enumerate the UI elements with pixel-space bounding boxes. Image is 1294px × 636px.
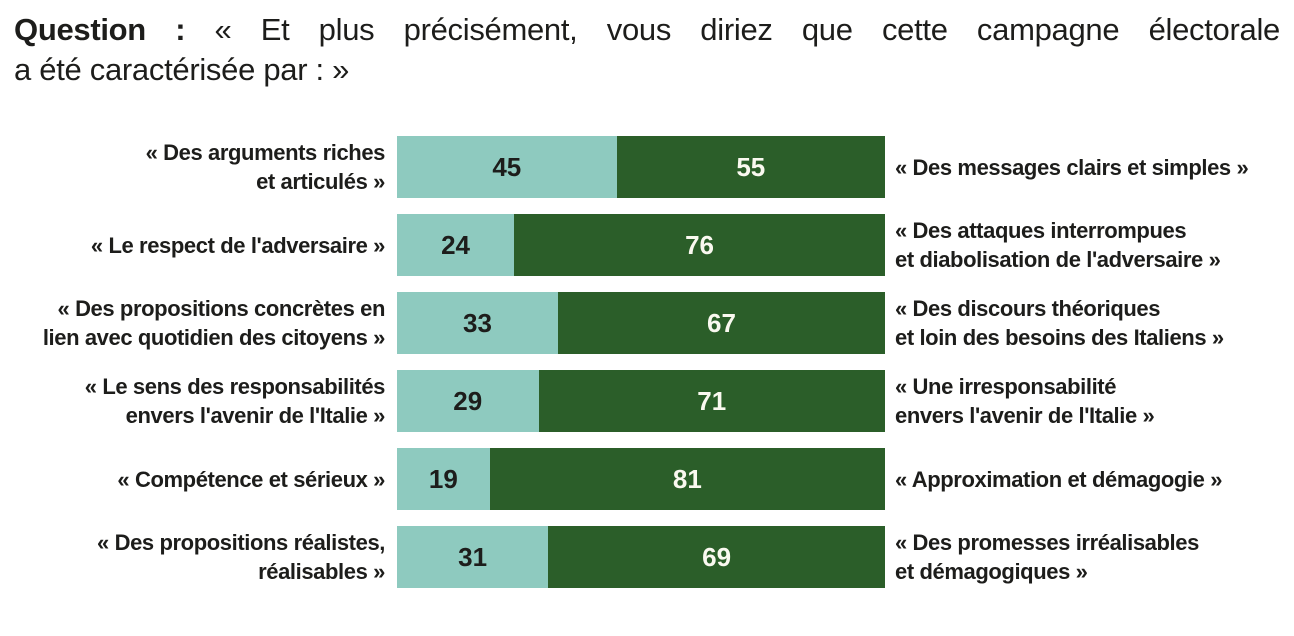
bar-value-left: 29 xyxy=(453,385,483,416)
bar-right-label: « Des messages clairs et simples » xyxy=(895,154,1249,180)
bar-segment-left: 45 xyxy=(397,136,617,198)
chart-row: « Des propositions concrètes en lien ave… xyxy=(0,292,1294,354)
chart-row: « Le sens des responsabilités envers l'a… xyxy=(0,370,1294,432)
chart-row: « Des arguments riches et articulés » 45 5… xyxy=(0,136,1294,198)
question-title-line2: a été caractérisée par : » xyxy=(14,52,350,87)
chart-row: « Des propositions réalistes, réalisable… xyxy=(0,526,1294,588)
bar-value-left: 45 xyxy=(492,151,522,182)
bar-segment-left: 33 xyxy=(397,292,559,354)
bar-value-left: 33 xyxy=(463,307,492,338)
bar-left-label: « Compétence et sérieux » xyxy=(117,466,385,492)
bar-segment-right: 55 xyxy=(616,136,885,198)
bar-left-label: « Le respect de l'adversaire » xyxy=(90,232,385,258)
bar-segment-right: 69 xyxy=(548,526,885,588)
bar-right-label: « Des discours théoriques et loin des be… xyxy=(895,296,1224,350)
question-title-line1: Question : « Et plus précisément, vous d… xyxy=(14,10,1280,50)
question-label: Question : xyxy=(14,12,186,47)
bar-segment-right: 71 xyxy=(538,370,885,432)
bar-segment-right: 67 xyxy=(558,292,885,354)
stacked-bar: 45 55 xyxy=(397,136,885,198)
bar-segment-left: 31 xyxy=(397,526,549,588)
bar-value-right: 71 xyxy=(697,385,727,416)
bar-right-label: « Des promesses irréalisables et démagog… xyxy=(895,530,1199,584)
bar-value-right: 67 xyxy=(707,307,736,338)
stacked-bar: 24 76 xyxy=(397,214,885,276)
question-title: Question : « Et plus précisément, vous d… xyxy=(0,0,1294,90)
bar-left-label: « Des propositions concrètes en lien ave… xyxy=(42,296,386,350)
bar-value-left: 19 xyxy=(428,463,458,494)
bar-left-label: « Des arguments riches et articulés » xyxy=(145,140,386,194)
bar-segment-right: 81 xyxy=(489,448,885,510)
bar-segment-left: 19 xyxy=(397,448,490,510)
question-text: « Et plus précisément, vous diriez que c… xyxy=(214,12,1281,47)
bar-left-label: « Le sens des responsabilités envers l'a… xyxy=(84,374,386,428)
campaign-perception-chart: « Des arguments riches et articulés » 45 5… xyxy=(0,136,1294,588)
bar-segment-left: 29 xyxy=(397,370,539,432)
stacked-bar: 29 71 xyxy=(397,370,885,432)
bar-value-right: 81 xyxy=(672,463,702,494)
bar-left-label: « Des propositions réalistes, réalisable… xyxy=(97,530,385,584)
bar-value-left: 24 xyxy=(441,229,471,260)
chart-row: « Compétence et sérieux » 19 81 « Approxima… xyxy=(0,448,1294,510)
bar-value-right: 69 xyxy=(702,541,732,572)
bar-segment-left: 24 xyxy=(397,214,515,276)
bar-right-label: « Une irresponsabilité envers l'avenir d… xyxy=(895,374,1155,428)
chart-row: « Le respect de l'adversaire » 24 76 « Des … xyxy=(0,214,1294,276)
bar-value-left: 31 xyxy=(458,541,488,572)
bar-segment-right: 76 xyxy=(514,214,885,276)
stacked-bar: 31 69 xyxy=(397,526,885,588)
bar-right-label: « Des attaques interrompues et diabolisa… xyxy=(895,218,1221,272)
bar-value-right: 76 xyxy=(685,229,715,260)
bar-value-right: 55 xyxy=(736,151,766,182)
stacked-bar: 19 81 xyxy=(397,448,885,510)
bar-right-label: « Approximation et démagogie » xyxy=(895,466,1223,492)
stacked-bar: 33 67 xyxy=(397,292,885,354)
